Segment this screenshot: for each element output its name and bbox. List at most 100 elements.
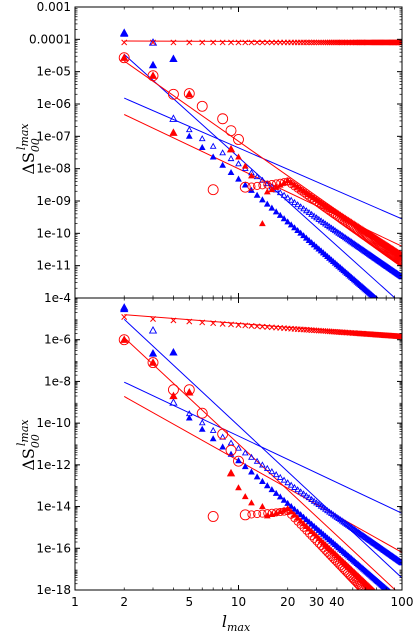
data-point-x-red (311, 327, 318, 334)
data-point-open-triangle-blue (272, 471, 280, 478)
data-point-open-triangle-blue (362, 533, 370, 540)
data-point-open-triangle-blue (268, 468, 276, 475)
data-point-filled-triangle-red (284, 176, 292, 184)
data-point-filled-triangle-blue (390, 311, 395, 316)
data-point-x-red (399, 333, 402, 340)
data-point-open-triangle-blue (253, 173, 261, 180)
data-point-circle-red (389, 618, 396, 625)
data-point-circle-red (379, 607, 386, 614)
data-point-x-red (228, 321, 234, 328)
data-point-filled-triangle-red (169, 128, 178, 136)
x-tick-label: 2 (120, 595, 128, 609)
data-point-circle-red (360, 587, 369, 590)
data-point-filled-triangle-blue (185, 132, 193, 139)
data-point-filled-triangle-blue (389, 309, 394, 314)
data-point-filled-triangle-blue (291, 505, 298, 512)
plot-area (118, 28, 402, 316)
data-point-filled-triangle-red (226, 144, 236, 153)
data-point-filled-triangle-blue (300, 513, 307, 520)
data-point-circle-red (258, 181, 267, 190)
data-point-filled-triangle-red (381, 598, 386, 603)
data-point-filled-triangle-blue (294, 508, 302, 515)
data-point-filled-triangle-blue (120, 29, 129, 37)
data-point-x-red (268, 39, 275, 46)
x-tick-label: 1 (71, 595, 79, 609)
data-point-open-triangle-blue (350, 240, 358, 247)
data-point-circle-red (217, 428, 229, 440)
data-point-filled-triangle-blue (272, 489, 280, 496)
data-point-circle-red (398, 626, 405, 633)
data-point-filled-triangle-red (399, 615, 404, 620)
data-point-x-red (259, 39, 266, 46)
data-point-filled-triangle-red (148, 358, 158, 366)
x-axis-label: lmax (222, 612, 251, 633)
data-point-filled-triangle-blue (272, 208, 280, 215)
data-point-filled-triangle-blue (385, 306, 390, 311)
data-point-open-triangle-blue (305, 209, 313, 216)
data-point-open-triangle-blue (284, 194, 292, 201)
data-point-filled-triangle-red (259, 503, 266, 510)
data-point-filled-triangle-red (148, 71, 158, 79)
data-point-open-triangle-blue (198, 419, 206, 426)
data-point-filled-triangle-blue (291, 224, 298, 231)
data-point-filled-triangle-blue (276, 493, 284, 500)
data-point-x-red (219, 320, 226, 327)
data-point-open-triangle-blue (241, 449, 249, 456)
x-tick-label: 10 (231, 595, 246, 609)
data-point-x-red (170, 39, 177, 46)
y-tick-label: 1e-05 (36, 65, 71, 79)
data-point-open-triangle-blue (315, 215, 323, 222)
data-point-circle-red (367, 594, 374, 601)
data-point-filled-triangle-blue (390, 310, 395, 315)
data-point-x-red (308, 39, 315, 46)
fit-line-blue-1 (124, 381, 402, 514)
data-point-filled-triangle-blue (377, 299, 382, 304)
data-point-filled-triangle-blue (280, 496, 288, 503)
data-point-filled-triangle-red (380, 597, 385, 602)
data-point-filled-triangle-red (379, 596, 384, 601)
data-point-x-red (308, 327, 315, 334)
data-point-circle-red (118, 334, 130, 346)
data-point-filled-triangle-blue (259, 196, 266, 203)
data-point-filled-triangle-red (396, 612, 401, 617)
data-point-circle-red (183, 88, 195, 100)
data-point-filled-triangle-red (297, 517, 305, 524)
data-point-open-triangle-blue (185, 126, 193, 133)
data-point-filled-triangle-red (375, 589, 377, 590)
data-point-filled-triangle-red (291, 511, 298, 518)
plot-frame (74, 6, 403, 299)
data-point-filled-triangle-blue (169, 54, 178, 62)
data-point-circle-red (207, 511, 219, 522)
data-point-open-triangle-blue (284, 479, 292, 486)
data-point-filled-triangle-red (383, 599, 388, 604)
data-point-circle-red (383, 611, 390, 618)
data-point-filled-triangle-blue (284, 218, 292, 225)
y-tick-label: 1e-14 (36, 500, 71, 514)
y-tick-label: 1e-18 (36, 583, 71, 597)
data-point-x-red (186, 39, 193, 46)
data-point-filled-triangle-red (169, 391, 178, 400)
data-point-open-triangle-blue (276, 189, 284, 196)
data-point-open-triangle-blue (297, 488, 305, 495)
data-point-open-triangle-blue (209, 426, 217, 433)
data-point-open-triangle-blue (350, 525, 358, 532)
data-point-circle-red (217, 113, 229, 125)
data-point-filled-triangle-blue (383, 304, 388, 309)
data-point-filled-triangle-blue (305, 518, 313, 525)
data-point-filled-triangle-blue (268, 204, 276, 211)
data-point-x-red (303, 39, 310, 46)
y-tick-label: 1e-09 (36, 194, 71, 208)
data-point-filled-triangle-red (294, 514, 302, 521)
data-point-circle-red (225, 125, 237, 137)
data-point-filled-triangle-blue (248, 468, 255, 475)
data-point-open-triangle-blue (276, 473, 284, 480)
data-point-x-red (248, 322, 255, 329)
data-point-circle-red (147, 357, 159, 369)
data-point-open-triangle-blue (280, 191, 288, 198)
data-point-circle-red (387, 615, 394, 622)
y-tick-label: 1e-4 (44, 291, 71, 305)
data-point-filled-triangle-blue (148, 60, 158, 69)
data-point-open-triangle-blue (219, 149, 227, 156)
data-point-circle-red (388, 616, 395, 623)
